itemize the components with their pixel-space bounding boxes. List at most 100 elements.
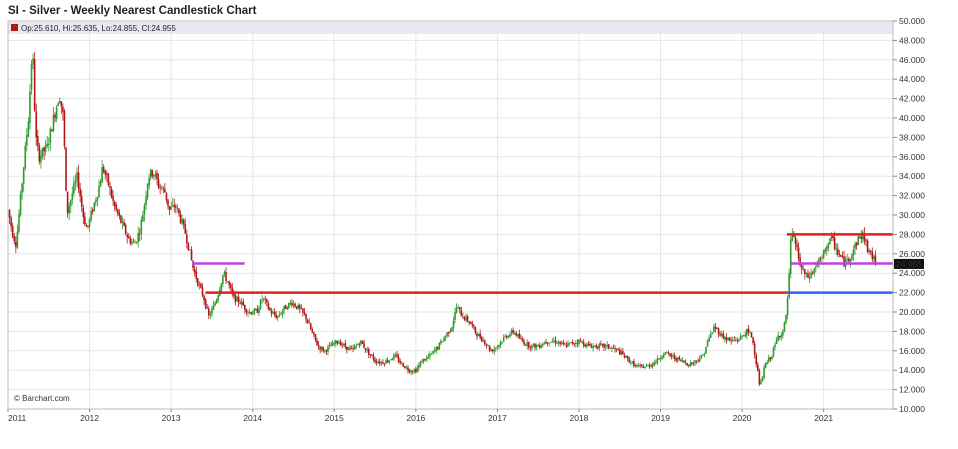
candle: [520, 334, 522, 340]
candle: [506, 334, 508, 340]
candle: [578, 338, 580, 347]
candle: [226, 281, 229, 283]
candle: [314, 333, 317, 343]
candle: [16, 225, 19, 249]
candle: [200, 282, 202, 289]
candle: [364, 348, 367, 353]
candle: [778, 335, 781, 341]
candle: [655, 359, 657, 365]
candle: [515, 330, 518, 337]
candle: [146, 182, 149, 201]
candle: [327, 344, 329, 356]
candle: [30, 59, 33, 95]
candle: [444, 334, 447, 341]
candle: [99, 178, 102, 188]
candle: [22, 166, 25, 192]
candle: [666, 351, 668, 354]
candle: [77, 164, 80, 194]
candle: [286, 306, 289, 311]
candle: [498, 344, 500, 350]
candle: [35, 103, 38, 146]
candle: [808, 271, 811, 284]
candle: [396, 350, 398, 358]
candle: [18, 209, 20, 234]
candle: [349, 344, 351, 351]
candle: [52, 106, 55, 133]
candle: [626, 355, 629, 362]
candle: [272, 309, 274, 315]
candle: [127, 232, 130, 239]
candle: [160, 185, 163, 191]
candle: [774, 342, 776, 351]
y-tick-label: 22.000: [899, 288, 925, 298]
candle: [458, 307, 461, 314]
candle: [353, 343, 356, 351]
candle: [523, 338, 525, 346]
candle: [504, 333, 507, 339]
candle: [447, 331, 450, 337]
candle: [424, 358, 427, 362]
candle: [275, 310, 278, 320]
candle: [153, 174, 155, 181]
candle: [703, 352, 706, 358]
candle: [858, 235, 861, 239]
candle: [587, 340, 590, 347]
candle: [175, 203, 177, 214]
candle: [546, 341, 549, 347]
candle: [148, 173, 150, 190]
candle: [162, 186, 165, 194]
candle: [46, 135, 49, 149]
candle: [829, 237, 831, 245]
candle: [724, 335, 726, 343]
candle: [592, 343, 594, 352]
candle: [214, 301, 216, 307]
candle: [393, 352, 395, 362]
candle: [62, 103, 64, 121]
candle: [634, 363, 637, 369]
candle: [775, 336, 778, 345]
candle: [659, 354, 662, 362]
candle: [531, 344, 533, 352]
candle: [846, 254, 848, 264]
candle: [405, 365, 408, 370]
candle: [633, 358, 635, 368]
candle: [676, 357, 679, 363]
candle: [650, 363, 652, 369]
candle: [176, 204, 179, 213]
candle: [474, 326, 477, 335]
candle: [488, 345, 491, 353]
candle: [225, 266, 227, 284]
y-tick-label: 12.000: [899, 385, 925, 395]
candle: [783, 321, 786, 333]
candle: [796, 239, 798, 252]
candle: [107, 172, 110, 187]
candle: [738, 338, 740, 342]
candle: [586, 342, 588, 349]
y-tick-label: 20.000: [899, 307, 925, 317]
candle: [138, 228, 141, 242]
candle: [683, 360, 685, 363]
horizontal-lines: [192, 233, 893, 294]
candle: [843, 250, 845, 268]
candle: [203, 294, 205, 305]
x-tick-label: 2020: [733, 413, 752, 423]
candle: [408, 368, 411, 374]
candle: [426, 354, 428, 363]
candle: [697, 358, 699, 363]
ohlc-swatch: [11, 24, 18, 31]
y-axis: 10.000 12.000 14.000 16.000 18.000 20.000 22.0…: [893, 16, 925, 414]
candle: [836, 243, 839, 258]
candle: [680, 358, 682, 362]
candle: [495, 347, 497, 353]
candle: [851, 253, 853, 262]
candle: [753, 340, 756, 359]
candle: [389, 359, 392, 361]
candle: [10, 215, 12, 232]
candle: [576, 339, 579, 348]
candle: [131, 238, 133, 246]
x-tick-label: 2013: [162, 413, 181, 423]
candle: [527, 341, 530, 350]
candle: [115, 202, 118, 212]
candle: [662, 352, 665, 359]
